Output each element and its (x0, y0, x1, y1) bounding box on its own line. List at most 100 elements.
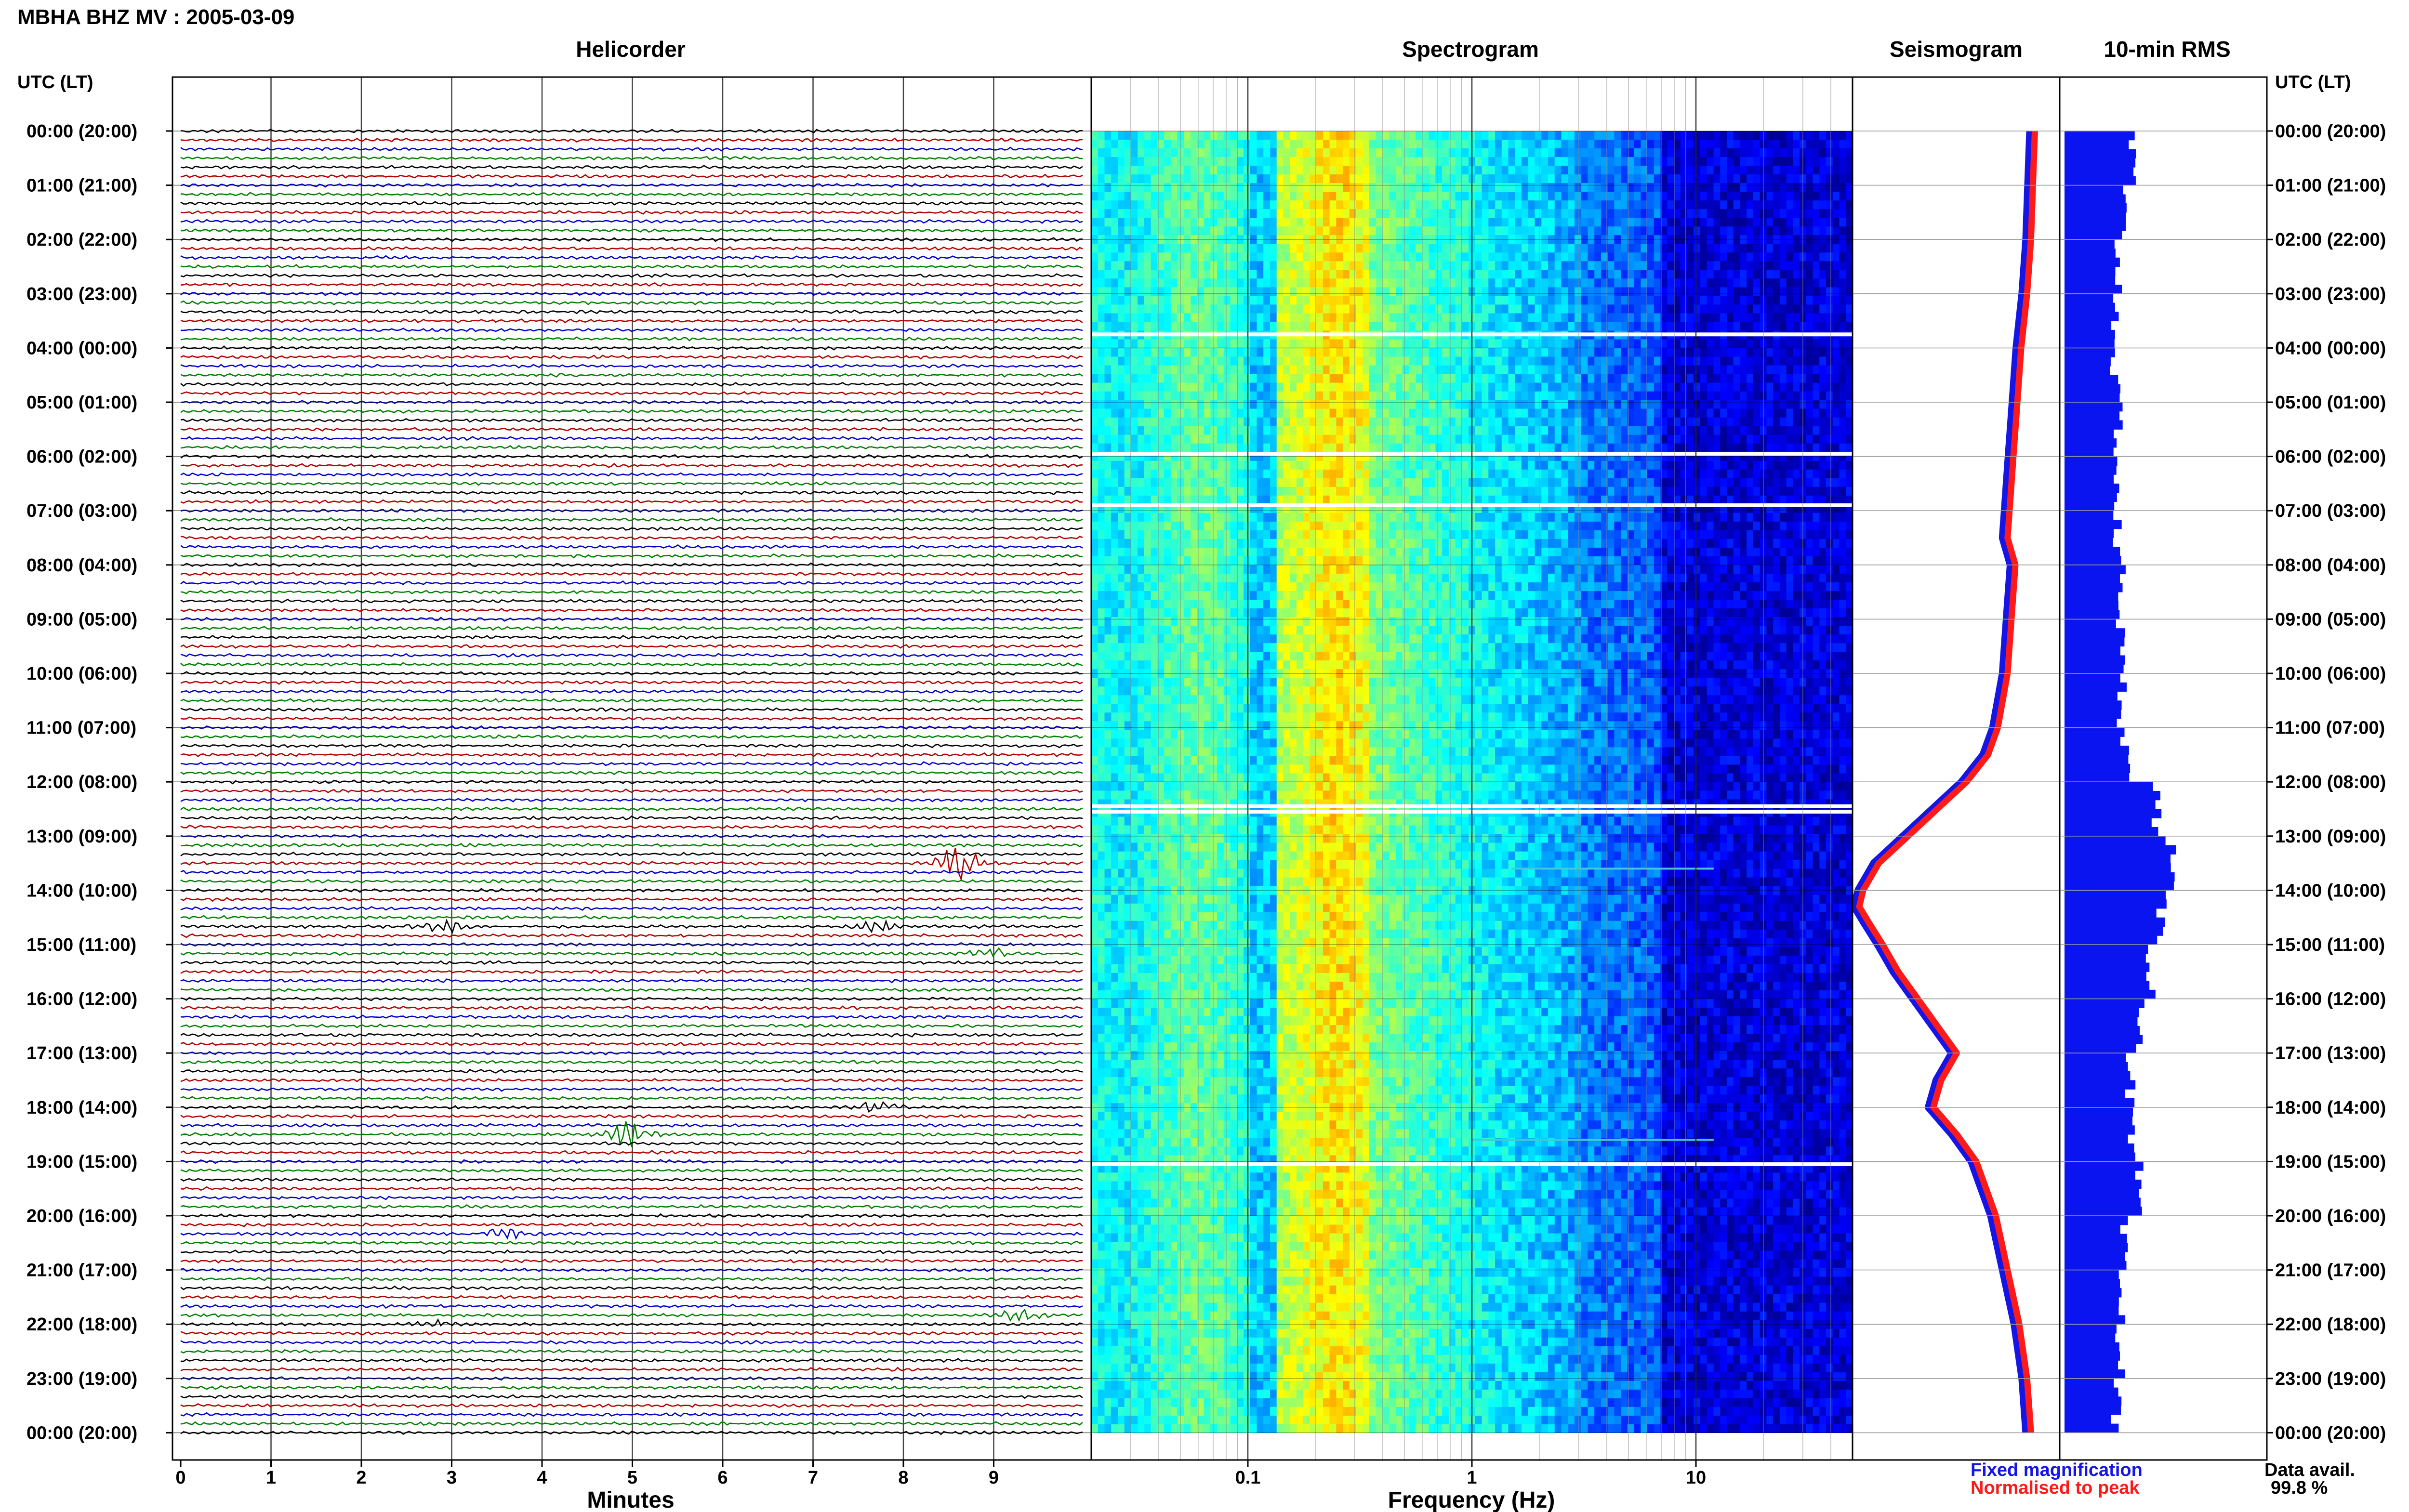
spectrogram-cell (1839, 148, 1846, 158)
spectrogram-cell (1197, 244, 1204, 253)
spectrogram-cell (1144, 140, 1152, 149)
spectrogram-cell (1263, 322, 1271, 331)
spectrogram-cell (1839, 209, 1846, 218)
spectrogram-cell (1607, 226, 1615, 236)
helicorder-trace (180, 1023, 1083, 1028)
spectrogram-cell (1773, 261, 1780, 271)
spectrogram-cell (1740, 192, 1747, 201)
spectrogram-cell (1396, 209, 1403, 218)
spectrogram-cell (1244, 200, 1251, 210)
spectrogram-cell (1786, 426, 1794, 435)
spectrogram-cell (1607, 209, 1615, 218)
spectrogram-cell (1707, 486, 1714, 496)
spectrogram-cell (1296, 374, 1304, 383)
spectrogram-cell (1561, 235, 1568, 244)
spectrogram-cell (1773, 244, 1780, 253)
spectrogram-cell (1667, 391, 1674, 401)
spectrogram-cell (1707, 157, 1714, 166)
spectrogram-cell (1575, 183, 1582, 192)
spectrogram-cell (1713, 313, 1721, 323)
spectrogram-cell (1594, 140, 1602, 149)
spectrogram-cell (1184, 244, 1191, 253)
helicorder-trace (180, 263, 1083, 269)
spectrogram-cell (1244, 382, 1251, 392)
spectrogram-cell (1316, 365, 1324, 375)
spectrogram-cell (1310, 408, 1317, 418)
spectrogram-cell (1588, 244, 1595, 253)
spectrogram-cell (1654, 261, 1661, 271)
spectrogram-cell (1508, 261, 1516, 271)
spectrogram-cell (1832, 244, 1840, 253)
spectrogram-cell (1753, 434, 1760, 444)
spectrogram-cell (1541, 478, 1549, 487)
spectrogram-cell (1124, 296, 1132, 305)
spectrogram-cell (1316, 270, 1324, 279)
spectrogram-cell (1104, 218, 1112, 227)
spectrogram-cell (1310, 226, 1317, 236)
spectrogram-cell (1177, 157, 1185, 166)
spectrogram-cell (1687, 226, 1694, 236)
spectrogram-cell (1601, 408, 1608, 418)
spectrogram-cell (1482, 200, 1489, 210)
spectrogram-cell (1448, 278, 1456, 288)
spectrogram-cell (1522, 166, 1529, 175)
spectrogram-cell (1118, 261, 1125, 271)
spectrogram-cell (1376, 148, 1383, 158)
spectrogram-cell (1607, 131, 1615, 140)
spectrogram-cell (1654, 443, 1661, 453)
spectrogram-cell (1131, 166, 1138, 175)
spectrogram-cell (1210, 356, 1218, 366)
spectrogram-cell (1455, 417, 1463, 427)
spectrogram-cell (1727, 486, 1734, 496)
helicorder-grid (270, 77, 994, 1460)
spectrogram-cell (1310, 174, 1317, 184)
spectrogram-cell (1627, 434, 1635, 444)
spectrogram-cell (1528, 270, 1535, 279)
spectrogram-cell (1667, 174, 1674, 184)
spectrogram-cell (1270, 270, 1277, 279)
spectrogram-cell (1634, 209, 1641, 218)
spectrogram-cell (1402, 226, 1410, 236)
spectrogram-cell (1111, 469, 1118, 479)
spectrogram-cell (1250, 365, 1257, 375)
spectrogram-cell (1621, 278, 1628, 288)
spectrogram-cell (1429, 270, 1436, 279)
spectrogram-cell (1343, 226, 1350, 236)
spectrogram-cell (1713, 426, 1721, 435)
spectrogram-cell (1455, 304, 1463, 314)
helicorder-trace (180, 770, 1083, 776)
spectrogram-cell (1548, 408, 1555, 418)
spectrogram-cell (1389, 270, 1396, 279)
helicorder-trace (180, 978, 1083, 984)
spectrogram-cell (1329, 382, 1337, 392)
spectrogram-cell (1389, 140, 1396, 149)
spectrogram-cell (1581, 417, 1588, 427)
spectrogram-cell (1826, 166, 1833, 175)
spectrogram-cell (1170, 417, 1178, 427)
spectrogram-cell (1740, 417, 1747, 427)
spectrogram-cell (1376, 140, 1383, 149)
spectrogram-cell (1819, 218, 1827, 227)
spectrogram-cell (1554, 296, 1562, 305)
spectrogram-cell (1316, 443, 1324, 453)
spectrogram-cell (1641, 478, 1648, 487)
spectrogram-cell (1409, 183, 1416, 192)
spectrogram-cell (1581, 270, 1588, 279)
spectrogram-cell (1627, 200, 1635, 210)
spectrogram-cell (1660, 365, 1668, 375)
spectrogram-cell (1416, 183, 1423, 192)
spectrogram-cell (1462, 174, 1469, 184)
spectrogram-cell (1488, 486, 1496, 496)
spectrogram-cell (1601, 460, 1608, 470)
spectrogram-cell (1488, 166, 1496, 175)
spectrogram-cell (1197, 200, 1204, 210)
spectrogram-cell (1581, 391, 1588, 401)
spectrogram-cell (1522, 356, 1529, 366)
spectrogram-cell (1416, 478, 1423, 487)
spectrogram-cell (1191, 157, 1198, 166)
spectrogram-cell (1727, 408, 1734, 418)
spectrogram-cell (1786, 131, 1794, 140)
spectrogram-cell (1296, 157, 1304, 166)
spectrogram-cell (1548, 304, 1555, 314)
spectrogram-cell (1594, 374, 1602, 383)
